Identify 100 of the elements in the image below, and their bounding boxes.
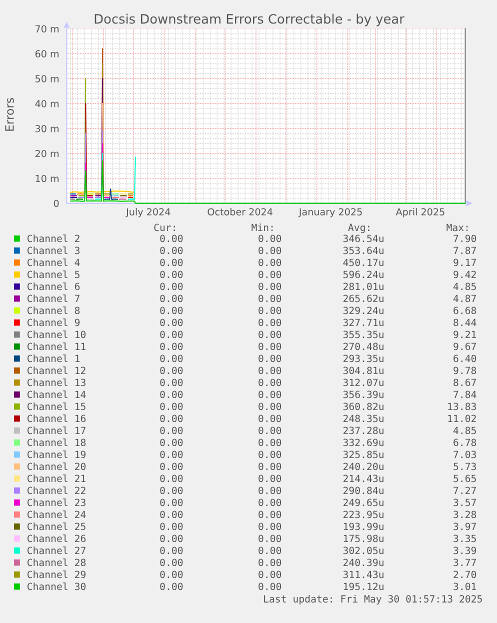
legend-label: Channel 9	[27, 318, 80, 326]
text: 0.00	[160, 270, 183, 278]
y-tick-label: 40 m	[35, 100, 59, 108]
text: 2.70	[454, 570, 476, 578]
legend-label: Channel 13	[27, 378, 86, 386]
y-tick-label: 20 m	[35, 150, 59, 158]
text: 0.00	[258, 522, 282, 530]
text: 0.00	[258, 438, 282, 446]
text: 3.28	[454, 510, 476, 518]
text: 0.00	[258, 366, 282, 374]
text: 311.43u	[343, 570, 384, 578]
legend-label: Channel 15	[27, 402, 86, 410]
text: 360.82u	[343, 402, 384, 410]
legend-label: Channel 6	[27, 282, 80, 290]
text: 195.12u	[344, 582, 384, 590]
text: 3.01	[454, 582, 476, 590]
text: 265.62u	[343, 294, 384, 302]
text: Max:	[446, 224, 468, 232]
text: 290.84u	[343, 486, 384, 494]
text: 0.00	[160, 426, 183, 434]
text: 4.85	[453, 282, 476, 290]
text: 0.00	[160, 318, 183, 326]
text: 293.35u	[343, 354, 384, 362]
text: 0.00	[160, 570, 183, 578]
text: 4.87	[453, 294, 476, 302]
legend-label: Channel 8	[27, 306, 80, 314]
text: 0.00	[160, 258, 183, 266]
text: 0.00	[160, 462, 183, 470]
y-axis-title: Errors	[5, 98, 14, 131]
text: 0.00	[258, 306, 282, 314]
legend-label: Channel 5	[27, 270, 80, 278]
text: 0.00	[160, 450, 183, 458]
text: 248.35u	[343, 414, 384, 422]
text: 0.00	[258, 450, 282, 458]
legend-label: Channel 7	[27, 294, 80, 302]
text: 7.03	[454, 450, 476, 458]
legend-label: Channel 16	[27, 414, 86, 422]
legend-label: Channel 28	[27, 558, 86, 566]
text: 0.00	[160, 498, 183, 506]
text: 5.73	[454, 462, 476, 470]
text: 0.00	[258, 402, 282, 410]
text: 0.00	[258, 414, 282, 422]
text: 0.00	[258, 426, 282, 434]
text: 0.00	[160, 354, 183, 362]
legend-label: Channel 10	[27, 330, 86, 338]
legend-label: Channel 2	[27, 234, 80, 242]
text: 0.00	[160, 234, 183, 242]
legend-label: Channel 4	[27, 258, 80, 266]
text: 0.00	[258, 390, 282, 398]
text: 7.90	[454, 234, 476, 242]
text: 281.01u	[343, 282, 384, 290]
text: 7.27	[454, 486, 476, 494]
text: Last update: Fri May 30 01:57:13 2025	[264, 594, 482, 604]
text: 0.00	[258, 354, 282, 362]
text: 249.65u	[343, 498, 384, 506]
legend-label: Channel 26	[27, 534, 86, 542]
text: 7.84	[454, 390, 476, 398]
legend-label: Channel 21	[27, 474, 86, 482]
y-tick-label: 0	[54, 200, 59, 208]
text: 237.28u	[343, 426, 384, 434]
text: 0.00	[258, 534, 282, 542]
text: 0.00	[258, 546, 282, 554]
text: 6.78	[454, 438, 476, 446]
text: 0.00	[258, 294, 282, 302]
text: 0.00	[258, 378, 282, 386]
x-tick-label: July 2024	[126, 208, 170, 218]
text: 0.00	[258, 246, 282, 254]
text: 270.48u	[343, 342, 384, 350]
text: 214.43u	[343, 474, 384, 482]
legend-label: Channel 3	[27, 246, 80, 254]
legend-label: Channel 20	[27, 462, 86, 470]
text: 346.54u	[343, 234, 384, 242]
text: 0.00	[258, 318, 282, 326]
text: 223.95u	[343, 510, 384, 518]
text: 0.00	[258, 486, 282, 494]
text: 3.57	[454, 498, 476, 506]
legend-label: Channel 17	[27, 426, 86, 434]
legend-label: Channel 25	[27, 522, 86, 530]
legend-label: Channel 24	[27, 510, 86, 518]
text: 3.35	[454, 534, 476, 542]
text: 325.85u	[343, 450, 384, 458]
legend-label: Channel 14	[27, 390, 86, 398]
y-tick-label: 60 m	[35, 50, 59, 58]
text: 596.24u	[343, 270, 384, 278]
text: 7.87	[454, 246, 476, 254]
text: 0.00	[258, 510, 282, 518]
text: 0.00	[160, 306, 183, 314]
text: 0.00	[160, 438, 183, 446]
x-tick-label: October 2024	[208, 208, 272, 216]
text: 0.00	[258, 330, 282, 338]
text: 0.00	[160, 282, 183, 290]
text: 0.00	[160, 474, 183, 482]
text: 0.00	[160, 294, 183, 302]
text: 0.00	[160, 366, 183, 374]
legend-label: Channel 29	[27, 570, 86, 578]
text: 327.71u	[343, 318, 384, 326]
text: 193.99u	[344, 522, 384, 530]
text: 240.39u	[343, 558, 384, 566]
text: 0.00	[258, 582, 282, 590]
text: 450.17u	[343, 258, 384, 266]
